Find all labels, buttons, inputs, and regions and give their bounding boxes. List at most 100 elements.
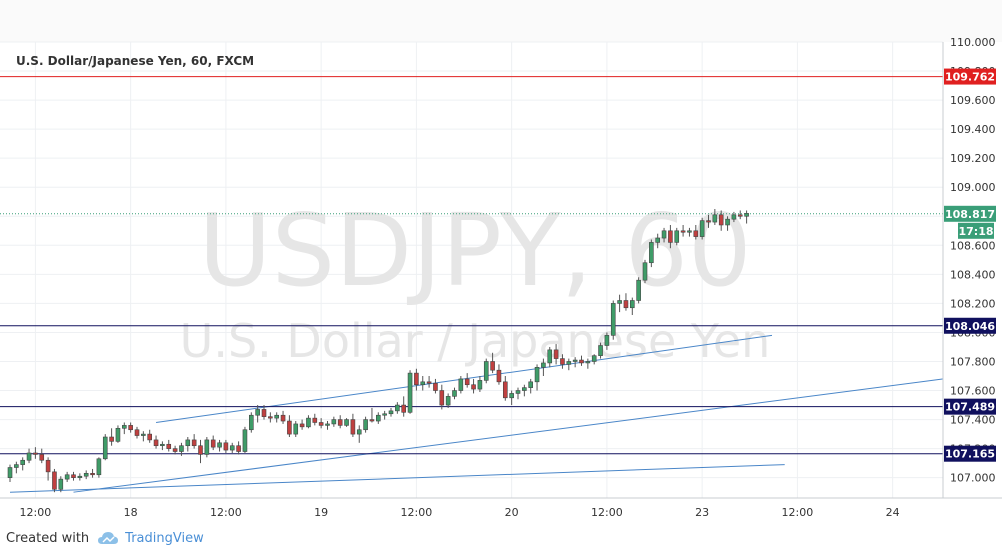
candle [464, 373, 470, 388]
candle [312, 413, 318, 426]
candle-body [115, 427, 121, 442]
candle [680, 224, 686, 237]
candle-body [464, 378, 470, 386]
candle [83, 470, 89, 480]
candle [274, 412, 280, 423]
candle [185, 437, 191, 452]
candle [712, 209, 718, 225]
candle-body [591, 355, 597, 362]
candle-body [344, 419, 349, 426]
level-price-label: 109.762 [944, 68, 996, 85]
candle-body [693, 230, 699, 237]
current-price-label: 108.817 [944, 205, 996, 222]
watermark: USDJPY, 60 U.S. Dollar / Japanese Yen [180, 192, 771, 368]
candle [661, 227, 667, 243]
candle-body [560, 358, 565, 365]
candle-body [191, 439, 197, 447]
tradingview-cloud-icon [98, 532, 119, 544]
candle [172, 445, 178, 455]
x-tick-label: 24 [886, 506, 900, 519]
candle [375, 412, 381, 424]
candle-body [337, 419, 343, 426]
candle [64, 471, 70, 483]
candle-body [661, 230, 667, 239]
candle-body [96, 458, 102, 476]
candle-body [490, 361, 495, 371]
candle [153, 435, 159, 449]
level-price-label: 108.046 [944, 317, 996, 334]
candle-body [458, 378, 464, 391]
candle-body [363, 419, 368, 431]
countdown-bg [958, 222, 994, 239]
y-tick-label: 109.000 [950, 181, 996, 194]
candle [617, 294, 622, 313]
candle-body [236, 445, 241, 452]
candle-body [426, 381, 432, 384]
price-chart[interactable]: USDJPY, 60 U.S. Dollar / Japanese Yen 10… [0, 0, 1002, 530]
candle [388, 407, 394, 417]
candle [223, 439, 229, 453]
candle-body [439, 390, 445, 406]
level-price-label-bg [944, 445, 996, 462]
candle [604, 332, 610, 350]
candle [731, 211, 737, 223]
x-tick-label: 12:00 [20, 506, 52, 519]
candle-body [433, 382, 438, 391]
candle-body [401, 404, 407, 413]
candle-body [674, 230, 680, 243]
candle-body [287, 420, 292, 435]
candle-body [718, 214, 724, 226]
candle-body [502, 381, 508, 399]
candle [128, 422, 133, 433]
countdown-badge: 17:18 [958, 222, 994, 239]
x-tick-label: 19 [314, 506, 328, 519]
candle [674, 227, 680, 246]
candle-body [445, 396, 451, 406]
candle-body [668, 230, 673, 243]
candle [77, 473, 83, 481]
candle [344, 418, 349, 427]
x-tick-label: 12:00 [401, 506, 433, 519]
candle-body [45, 459, 51, 473]
candle [553, 344, 559, 365]
candle [744, 210, 749, 224]
candle [699, 217, 705, 240]
candle [591, 354, 597, 365]
candle [141, 431, 146, 442]
trendline [73, 378, 944, 493]
candle-body [553, 349, 559, 359]
candle [725, 216, 730, 231]
level-price-label-bg [944, 398, 996, 415]
candle-body [312, 417, 318, 423]
candle-body [610, 303, 616, 336]
candle-body [541, 362, 546, 368]
candle [496, 364, 502, 385]
candle [687, 227, 692, 237]
candle [52, 468, 57, 493]
y-tick-label: 108.200 [950, 297, 996, 310]
candle [96, 457, 102, 478]
candle [566, 358, 572, 371]
candle-body [102, 436, 108, 460]
tradingview-link[interactable]: TradingView [125, 530, 204, 546]
candle-body [33, 452, 38, 455]
candle-body [356, 429, 362, 435]
candle [509, 390, 514, 406]
candle-body [109, 436, 114, 442]
watermark-description: U.S. Dollar / Japanese Yen [180, 314, 771, 368]
level-price-label-text: 107.165 [945, 448, 995, 461]
candle-body [52, 471, 57, 490]
candle [363, 416, 368, 433]
y-tick-label: 109.200 [950, 152, 996, 165]
candle [636, 277, 641, 304]
price-labels: 109.762 108.046 107.489 107.165 108.817 17:18 [944, 68, 996, 462]
candle [579, 355, 584, 366]
candle [115, 425, 121, 443]
candle-body [725, 218, 730, 226]
candle-body [547, 349, 553, 364]
candle [122, 422, 127, 435]
axes [0, 42, 1002, 499]
candle-body [680, 230, 686, 233]
candle [325, 421, 330, 430]
candle [293, 421, 299, 438]
